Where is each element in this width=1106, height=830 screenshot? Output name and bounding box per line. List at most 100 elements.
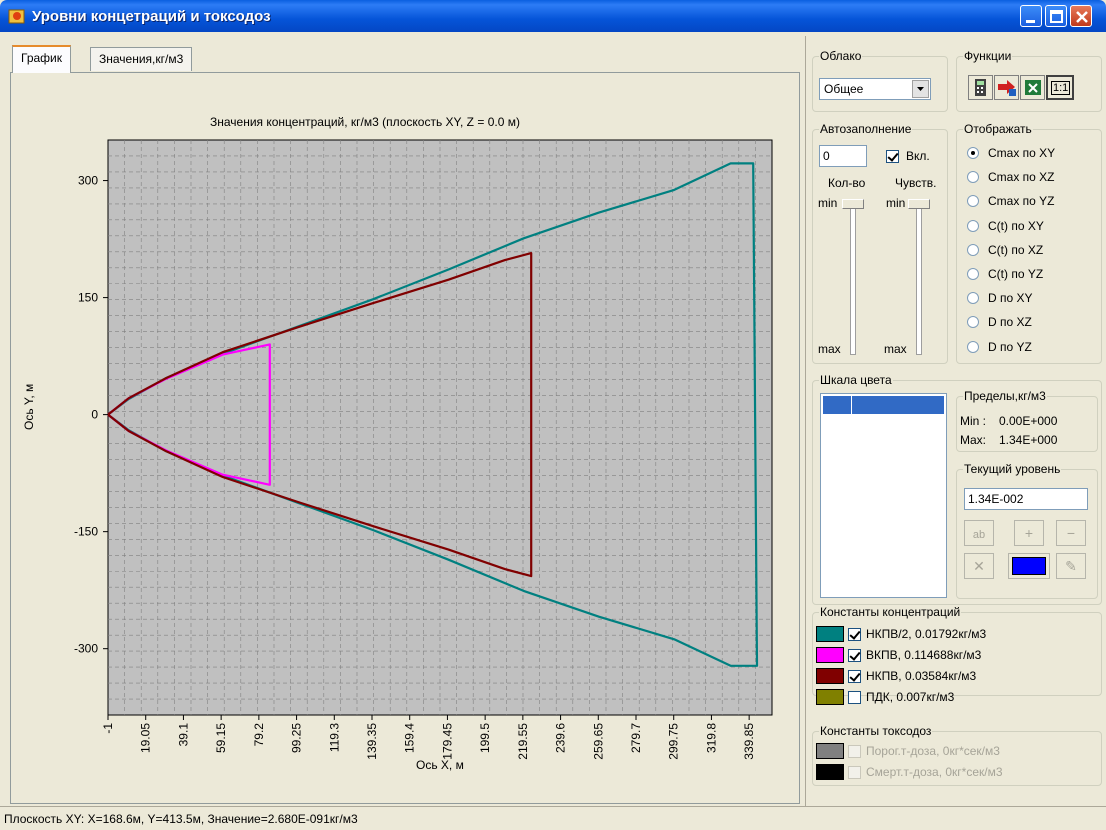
constant-color-swatch[interactable] xyxy=(816,626,844,642)
export-arrow-icon xyxy=(998,80,1016,96)
sensitivity-label: Чувств. xyxy=(895,176,937,190)
cloud-legend: Облако xyxy=(819,49,863,63)
autofill-enabled-checkbox[interactable] xyxy=(886,150,899,163)
display-option-radio[interactable] xyxy=(967,243,979,256)
limits-legend: Пределы,кг/м3 xyxy=(963,389,1047,403)
sens-max-label: max xyxy=(884,342,907,356)
display-option-radio[interactable] xyxy=(967,316,979,329)
level-delete-button[interactable]: ✕ xyxy=(964,553,994,579)
right-panel-border xyxy=(805,36,1106,806)
calculator-button[interactable] xyxy=(968,75,993,100)
autofill-count-input[interactable]: 0 xyxy=(819,145,867,167)
series-layer xyxy=(107,162,759,667)
display-option-label[interactable]: D по YZ xyxy=(988,339,1032,354)
level-ab-button[interactable]: ab xyxy=(964,520,994,546)
x-tick-label: 59.15 xyxy=(214,723,228,753)
maximize-button[interactable] xyxy=(1045,5,1067,27)
display-option-label[interactable]: D по XY xyxy=(988,291,1033,306)
x-tick-label: 279.7 xyxy=(629,723,643,753)
qty-slider-track[interactable] xyxy=(850,200,856,355)
constant-checkbox[interactable] xyxy=(848,670,861,683)
current-level-legend: Текущий уровень xyxy=(963,462,1062,476)
color-scale-selected-item[interactable] xyxy=(823,396,944,414)
display-option-radio[interactable] xyxy=(967,340,979,353)
constant-color-swatch[interactable] xyxy=(816,668,844,684)
scale-1-1-button[interactable]: 1:1 xyxy=(1046,75,1074,100)
export-button[interactable] xyxy=(994,75,1019,100)
qty-min-label: min xyxy=(818,196,838,210)
chart-plot[interactable]: 300 150 0 -150 -300 -1 19.05 39.1 59.15 79.2 99.25… xyxy=(0,0,800,800)
x-tick-label: 299.75 xyxy=(667,723,681,760)
display-option-radio[interactable] xyxy=(967,268,979,280)
excel-button[interactable] xyxy=(1020,75,1045,100)
x-tick-label: 219.55 xyxy=(516,723,530,760)
x-tick-label: 259.65 xyxy=(591,723,605,760)
window-title: Уровни концетраций и токсодоз xyxy=(32,8,271,25)
x-tick-label: 79.2 xyxy=(252,723,266,747)
display-option-label[interactable]: Cmax по XZ xyxy=(988,170,1055,185)
display-option-label[interactable]: C(t) по YZ xyxy=(988,267,1044,281)
app-icon xyxy=(8,9,25,24)
display-option-label[interactable]: Cmax по XY xyxy=(988,146,1056,160)
plus-icon: + xyxy=(1024,525,1034,541)
x-icon: ✕ xyxy=(973,558,985,574)
y-tick-label: 300 xyxy=(78,174,98,188)
qty-max-label: max xyxy=(818,342,841,356)
x-tick-label: 319.8 xyxy=(704,723,718,753)
functions-legend: Функции xyxy=(963,49,1013,63)
current-level-input[interactable]: 1.34E-002 xyxy=(964,488,1088,510)
constant-checkbox[interactable] xyxy=(848,766,861,779)
cloud-select-value: Общее xyxy=(824,82,864,96)
constant-checkbox[interactable] xyxy=(848,745,861,758)
tab-chart[interactable]: График xyxy=(12,45,71,73)
qty-slider-thumb[interactable] xyxy=(842,199,864,209)
minimize-button[interactable] xyxy=(1020,5,1042,27)
constant-checkbox[interactable] xyxy=(848,628,861,641)
chevron-down-icon[interactable] xyxy=(912,80,929,98)
display-option-radio[interactable] xyxy=(967,292,979,305)
tab-values[interactable]: Значения,кг/м3 xyxy=(90,47,193,71)
autofill-group: Автозаполнение xyxy=(812,122,948,364)
text-ab-icon: ab xyxy=(972,529,986,541)
display-option-label[interactable]: C(t) по XZ xyxy=(988,242,1044,257)
y-tick-label: -300 xyxy=(74,642,98,656)
close-button[interactable] xyxy=(1070,5,1092,27)
constant-color-swatch[interactable] xyxy=(816,689,844,705)
display-option-radio[interactable] xyxy=(967,171,979,184)
grid xyxy=(108,140,772,715)
display-option-label[interactable]: C(t) по XY xyxy=(988,218,1044,233)
chart-title: Значения концентраций, кг/м3 (плоскость … xyxy=(210,115,520,129)
limits-group: Пределы,кг/м3 xyxy=(956,389,1098,452)
x-tick-label: 339.85 xyxy=(742,723,756,760)
excel-icon xyxy=(1025,80,1041,95)
minimize-icon xyxy=(1026,20,1035,23)
autofill-legend: Автозаполнение xyxy=(819,122,913,136)
color-scale-group: Шкала цвета xyxy=(812,373,1102,605)
display-option-label[interactable]: D по XZ xyxy=(988,315,1032,330)
functions-group: Функции xyxy=(956,49,1102,112)
sens-slider-track[interactable] xyxy=(916,200,922,355)
constant-checkbox[interactable] xyxy=(848,691,861,704)
constant-label: НКПВ/2, 0.01792кг/м3 xyxy=(866,627,987,641)
level-add-button[interactable]: + xyxy=(1014,520,1044,546)
sens-slider-thumb[interactable] xyxy=(908,199,930,209)
conc-constants-group: Константы концентраций xyxy=(812,605,1102,696)
display-option-radio[interactable] xyxy=(967,195,979,208)
constant-checkbox[interactable] xyxy=(848,649,861,662)
x-tick-label: 99.25 xyxy=(290,723,304,753)
cloud-select[interactable]: Общее xyxy=(819,78,931,100)
display-option-label[interactable]: Cmax по YZ xyxy=(988,194,1055,209)
level-edit-button[interactable]: ✎ xyxy=(1056,553,1086,579)
display-option-radio[interactable] xyxy=(967,147,979,159)
status-text: Плоскость XY: X=168.6м, Y=413.5м, Значен… xyxy=(4,812,358,826)
color-scale-list[interactable] xyxy=(820,393,947,598)
level-remove-button[interactable]: − xyxy=(1056,520,1086,546)
title-bar[interactable]: Уровни концетраций и токсодоз xyxy=(0,0,1106,32)
x-tick-label: 39.1 xyxy=(176,723,190,747)
y-tick-label: 0 xyxy=(91,408,98,422)
constant-color-swatch[interactable] xyxy=(816,647,844,663)
display-option-radio[interactable] xyxy=(967,219,979,232)
level-color-button[interactable] xyxy=(1008,553,1050,579)
limits-min-value: 0.00E+000 xyxy=(999,414,1058,428)
scale-1-1-label: 1:1 xyxy=(1051,81,1071,95)
